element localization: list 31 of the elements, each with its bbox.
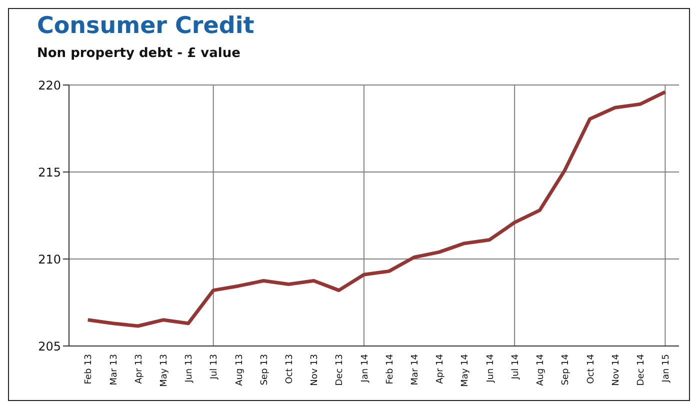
- line-series: [86, 90, 667, 328]
- x-tick-label: Aug 13: [234, 354, 245, 386]
- x-tick-label: Apr 13: [134, 354, 144, 384]
- x-tick-label: Jul 13: [210, 354, 220, 380]
- y-tick-label: 220: [38, 78, 61, 92]
- x-tick-label: Jan 14: [360, 354, 370, 384]
- x-tick-label: Mar 13: [109, 354, 120, 386]
- x-tick-label: Dec 13: [335, 354, 346, 386]
- y-tick-label: 210: [38, 252, 61, 266]
- chart-subtitle: Non property debt - £ value: [37, 46, 240, 61]
- x-tick-label: Apr 14: [436, 354, 446, 384]
- x-tick-label: Aug 14: [536, 354, 546, 386]
- x-tick-label: Nov 14: [611, 354, 622, 386]
- x-tick-label: May 14: [460, 354, 471, 387]
- x-tick-label: Oct 14: [586, 354, 596, 384]
- x-tick-label: Dec 14: [636, 354, 646, 386]
- x-tick-label: Jun 14: [486, 354, 496, 384]
- x-tick-label: Sep 14: [561, 354, 572, 386]
- chart-title: Consumer Credit: [37, 13, 254, 39]
- x-tick-label: Jun 13: [184, 354, 195, 384]
- y-tick-label: 215: [38, 165, 61, 180]
- x-tick-label: Mar 14: [410, 354, 421, 386]
- x-tick-label: Feb 14: [385, 354, 396, 384]
- y-tick-label: 205: [38, 339, 61, 354]
- x-tick-label: Oct 13: [285, 354, 296, 384]
- x-tick-label: Jan 15: [662, 354, 672, 384]
- x-tick-label: Nov 13: [310, 354, 320, 386]
- x-tick-label: Feb 13: [84, 354, 94, 384]
- x-tick-label: Jul 14: [510, 354, 521, 380]
- x-tick-label: Sep 13: [260, 354, 270, 386]
- x-tick-label: May 13: [160, 354, 170, 387]
